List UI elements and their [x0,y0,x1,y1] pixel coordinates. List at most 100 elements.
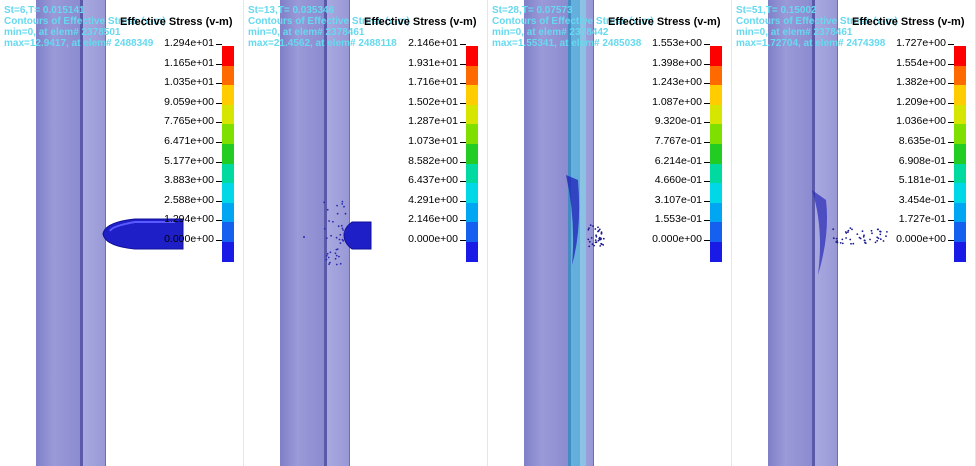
debris-fragment [848,230,850,232]
legend-tick-label: 1.287e+01 [356,115,466,127]
legend-tick-label: 1.165e+01 [112,57,222,69]
legend-tick-label: 1.209e+00 [844,96,954,108]
colorbar-segment [222,183,234,203]
legend-colorbar [466,46,478,242]
debris-fragment [323,201,325,203]
debris-fragment [336,205,338,207]
debris-fragment [836,238,838,240]
debris-fragment [589,241,591,243]
legend-tick-label: 1.087e+00 [600,96,710,108]
colorbar-segment [466,66,478,86]
colorbar-segment [954,242,966,262]
debris-fragment [588,229,590,231]
colorbar-segment [466,105,478,125]
min-label: min=0, at elem# 2378442 [492,27,608,38]
debris-fragment [871,230,873,232]
colorbar-segment [954,222,966,242]
legend-tick-label: 5.181e-01 [844,174,954,186]
debris-fragment [336,237,338,239]
colorbar-segment [222,242,234,262]
legend-tick-label: 6.214e-01 [600,155,710,167]
debris-fragment [342,229,344,231]
debris-fragment [840,242,842,244]
colorbar-segment [954,183,966,203]
legend-tick-label: 3.883e+00 [112,174,222,186]
colorbar-segment [954,105,966,125]
min-label: min=0, at elem# 2378461 [248,27,364,38]
legend-title: Effective Stress (v-m) [120,16,233,28]
debris-fragment [595,239,597,241]
colorbar-segment [466,144,478,164]
colorbar-segment [710,164,722,184]
colorbar-segment [466,203,478,223]
legend-tick-label: 4.291e+00 [356,194,466,206]
colorbar-segment [954,124,966,144]
debris-fragment [344,232,346,234]
legend-tick-label: 1.727e+00 [844,37,954,49]
legend-tick-label: 2.146e+01 [356,37,466,49]
legend-title: Effective Stress (v-m) [608,16,721,28]
debris-fragment [850,227,852,229]
legend-tick-label: 1.382e+00 [844,76,954,88]
colorbar-segment [222,124,234,144]
colorbar-segment [954,46,966,66]
legend-tick-label: 1.294e+01 [112,37,222,49]
debris-fragment [341,225,343,227]
colorbar-segment [466,85,478,105]
debris-fragment [326,259,328,261]
debris-fragment [592,225,594,227]
legend-tick-label: 8.582e+00 [356,155,466,167]
debris-fragment [342,201,344,203]
colorbar-segment [710,183,722,203]
debris-fragment [335,252,337,254]
legend-tick-label: 6.437e+00 [356,174,466,186]
legend-tick-label: 2.588e+00 [112,194,222,206]
colorbar-segment [954,66,966,86]
colorbar-segment [710,222,722,242]
legend-tick-label: 6.908e-01 [844,155,954,167]
debris-fragment [841,239,843,241]
colorbar-segment [710,46,722,66]
legend-tick-label: 3.454e-01 [844,194,954,206]
simulation-panel-3: St=28,T= 0.07573 Contours of Effective St… [488,0,732,466]
colorbar-segment [222,46,234,66]
legend-tick-label: 8.635e-01 [844,135,954,147]
colorbar-segment [710,124,722,144]
legend-tick-label: 0.000e+00 [844,233,954,245]
debris-fragment [342,227,344,229]
debris-fragment [833,237,835,239]
legend-tick-label: 1.727e-01 [844,213,954,225]
legend-tick-label: 7.767e-01 [600,135,710,147]
step-label: St=6,T= 0.015141 [4,5,85,16]
debris-fragment [339,234,341,236]
legend-colorbar [710,46,722,242]
debris-fragment [341,203,343,205]
debris-fragment [592,243,594,245]
debris-fragment [327,209,329,211]
legend-tick-label: 1.716e+01 [356,76,466,88]
debris-fragment [345,213,347,215]
legend-tick-label: 6.471e+00 [112,135,222,147]
debris-fragment [593,245,595,247]
debris-fragment [599,245,601,247]
debris-fragment [330,251,332,253]
colorbar-segment [466,124,478,144]
debris-fragment [587,239,589,241]
debris-fragment [588,246,590,248]
debris-fragment [590,224,592,226]
debris-fragment [337,213,339,215]
legend-tick-label: 1.931e+01 [356,57,466,69]
colorbar-segment [222,144,234,164]
legend-tick-label: 1.073e+01 [356,135,466,147]
legend-tick-label: 0.000e+00 [600,233,710,245]
colorbar-segment [222,164,234,184]
debris-fragment [862,230,864,232]
colorbar-segment [954,164,966,184]
debris-fragment [330,235,332,237]
debris-fragment [335,258,337,260]
colorbar-segment [710,203,722,223]
stress-band-edge [580,0,586,466]
step-label: St=13,T= 0.035346 [248,5,334,16]
simulation-panel-1: St=6,T= 0.015141 Contours of Effective St… [0,0,244,466]
debris-fragment [326,255,328,257]
